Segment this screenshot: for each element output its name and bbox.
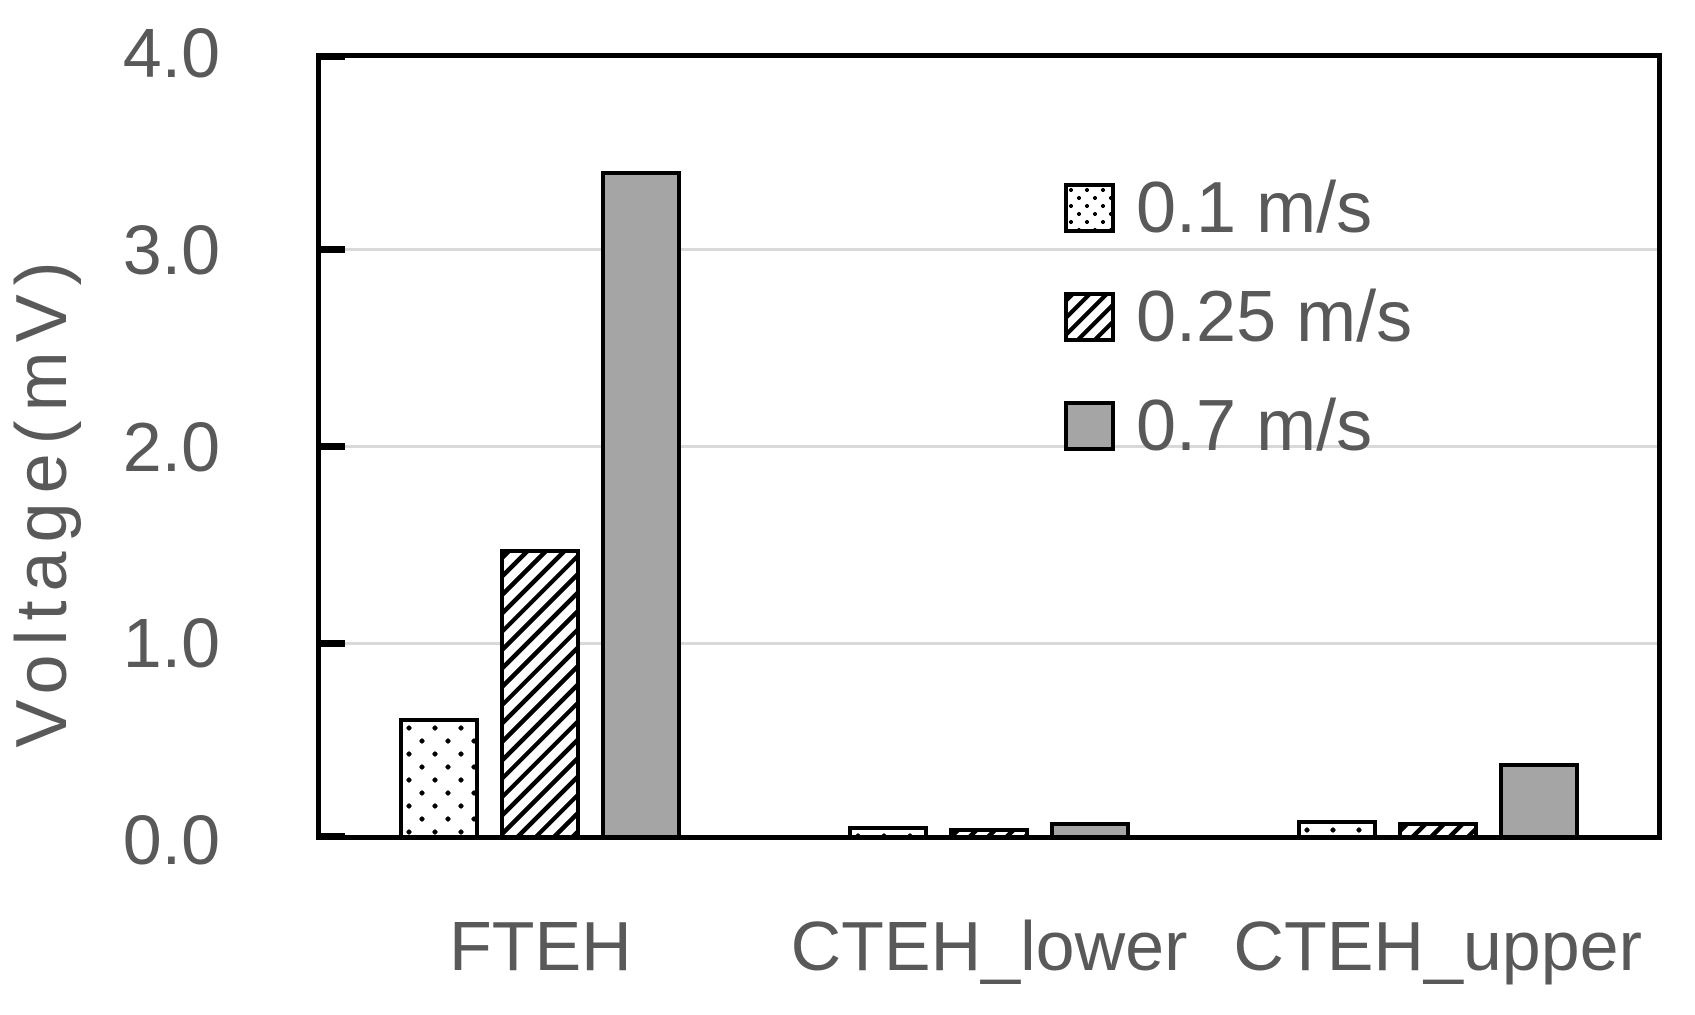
bar-cteh-lower-0-1-m-s bbox=[848, 826, 928, 840]
plot-area: 0.1 m/s 0.25 m/s 0.7 m/s bbox=[316, 53, 1662, 840]
gridline-3-0 bbox=[316, 248, 1662, 252]
bar-cteh-upper-0-7-m-s bbox=[1498, 763, 1579, 840]
bar-cteh-upper-0-1-m-s bbox=[1296, 820, 1377, 840]
bar-fteh-0-1-m-s bbox=[399, 718, 480, 840]
gridline-1-0 bbox=[316, 641, 1662, 645]
y-tick-label-2-0: 2.0 bbox=[122, 407, 220, 486]
gridline-2-0 bbox=[316, 445, 1662, 448]
x-category-label-fteh: FTEH bbox=[448, 907, 632, 985]
legend-label-0-25-m-s: 0.25 m/s bbox=[1136, 276, 1413, 357]
y-tick-mark-3-0 bbox=[316, 246, 345, 254]
y-tick-label-4-0: 4.0 bbox=[122, 14, 220, 92]
bar-cteh-upper-0-25-m-s bbox=[1397, 822, 1478, 840]
y-tick-mark-0-0 bbox=[316, 833, 345, 840]
y-tick-mark-4-0 bbox=[316, 53, 345, 60]
bar-fteh-0-25-m-s bbox=[500, 548, 581, 840]
legend-row-0-7-m-s: 0.7 m/s bbox=[1064, 371, 1412, 480]
legend-row-0-1-m-s: 0.1 m/s bbox=[1064, 153, 1412, 262]
y-tick-mark-2-0 bbox=[316, 443, 345, 450]
bar-cteh-lower-0-25-m-s bbox=[949, 828, 1029, 840]
x-category-label-cteh-upper: CTEH_upper bbox=[1233, 907, 1642, 985]
legend-label-0-1-m-s: 0.1 m/s bbox=[1136, 167, 1373, 248]
legend: 0.1 m/s 0.25 m/s 0.7 m/s bbox=[1064, 153, 1412, 480]
y-tick-mark-1-0 bbox=[316, 639, 345, 647]
legend-swatch-solid-icon bbox=[1064, 400, 1115, 451]
bar-fteh-0-7-m-s bbox=[601, 171, 682, 840]
y-tick-label-1-0: 1.0 bbox=[122, 604, 220, 683]
y-tick-label-0-0: 0.0 bbox=[122, 801, 220, 879]
legend-swatch-hatch-icon bbox=[1064, 291, 1115, 342]
legend-swatch-dots-icon bbox=[1064, 182, 1115, 233]
legend-label-0-7-m-s: 0.7 m/s bbox=[1136, 385, 1373, 466]
bar-cteh-lower-0-7-m-s bbox=[1050, 822, 1130, 840]
x-category-label-cteh-lower: CTEH_lower bbox=[790, 907, 1188, 985]
legend-row-0-25-m-s: 0.25 m/s bbox=[1064, 262, 1412, 371]
y-tick-label-3-0: 3.0 bbox=[122, 210, 220, 289]
